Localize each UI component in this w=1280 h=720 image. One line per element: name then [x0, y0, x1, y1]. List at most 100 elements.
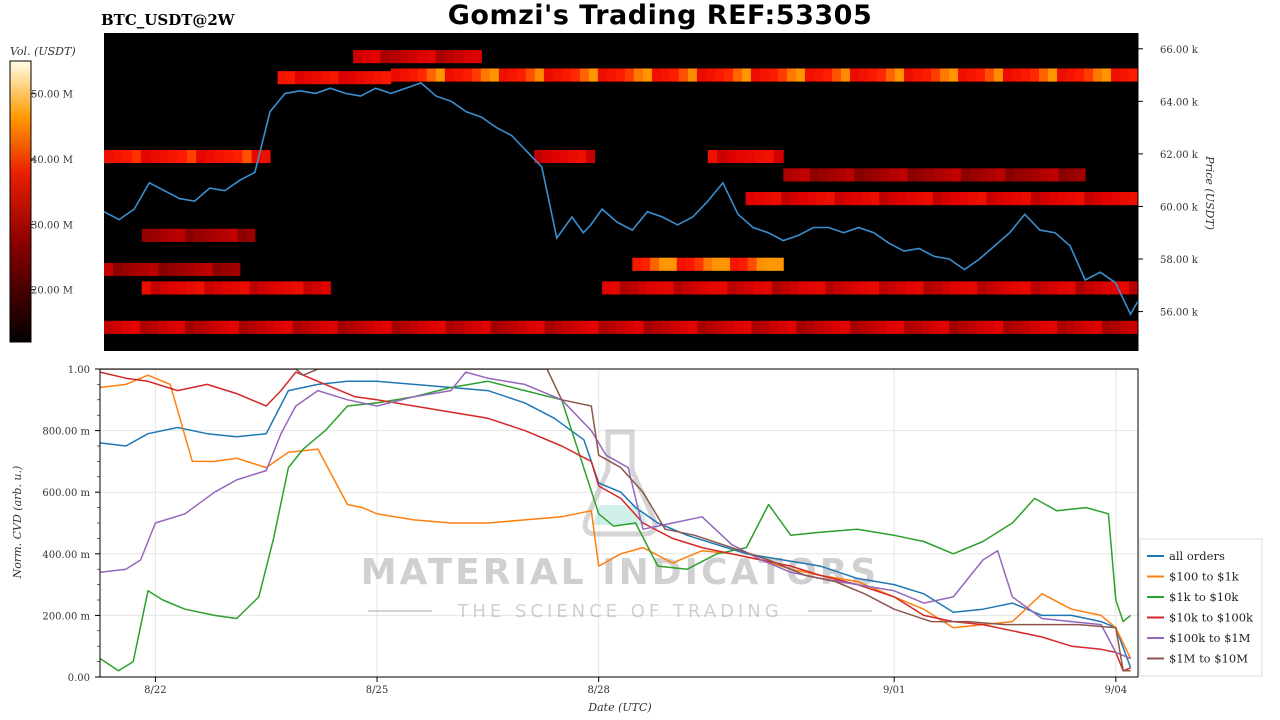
- heatmap-cell: [1076, 168, 1086, 182]
- heatmap-cell: [463, 50, 473, 64]
- heatmap-cell: [175, 320, 186, 334]
- heatmap-cell: [364, 320, 375, 334]
- heatmap-cell: [941, 281, 951, 295]
- heatmap-cell: [260, 149, 271, 164]
- heatmap-cell: [285, 281, 295, 295]
- heatmap-cell: [709, 281, 719, 295]
- heatmap-cell: [347, 71, 357, 85]
- heatmap-cell: [867, 68, 878, 82]
- heatmap-cell: [660, 68, 671, 82]
- heatmap-cell: [193, 228, 204, 242]
- heatmap-cell: [328, 320, 339, 334]
- heatmap-cell: [390, 68, 401, 82]
- heatmap-cell: [732, 68, 743, 82]
- heatmap-cell: [894, 68, 905, 82]
- heatmap-cell: [312, 281, 322, 295]
- heatmap-cell: [435, 50, 446, 64]
- series-line-0: [100, 380, 1132, 669]
- legend-label-5: $1M to $10M: [1169, 652, 1248, 666]
- heatmap-cell: [769, 320, 779, 334]
- heatmap-cell: [435, 68, 446, 82]
- heatmap-cell: [157, 320, 168, 334]
- heatmap-cell: [1084, 281, 1094, 295]
- heatmap-cell: [1039, 320, 1049, 334]
- heatmap-cell: [879, 192, 889, 206]
- heatmap-cell: [886, 320, 896, 334]
- colorbar-label: Vol. (USDT): [10, 45, 76, 58]
- heatmap-cell: [1075, 192, 1085, 206]
- heatmap-cell: [1014, 168, 1024, 182]
- heatmap-cell: [783, 168, 793, 182]
- heatmap-cell: [542, 149, 552, 164]
- heatmap-cell: [481, 320, 492, 334]
- heatmap-cell: [223, 149, 234, 164]
- heatmap-cell: [329, 71, 340, 85]
- heatmap-cell: [562, 320, 573, 334]
- heatmap-cell: [809, 168, 820, 182]
- heatmap-cell: [764, 149, 775, 164]
- heatmap-cell: [969, 168, 980, 182]
- heatmap-cell: [733, 320, 743, 334]
- y-tick-label: 400.00 m: [42, 550, 90, 561]
- heatmap-cell: [807, 192, 818, 206]
- heatmap-cell: [113, 262, 123, 277]
- heatmap-cell: [427, 320, 438, 334]
- heatmap-cell: [177, 149, 188, 164]
- heatmap-cell: [986, 281, 996, 295]
- heatmap-cell: [202, 320, 213, 334]
- heatmap-cell: [1004, 192, 1014, 206]
- heatmap-cell: [1030, 281, 1041, 295]
- x-tick-label: 8/28: [587, 685, 609, 696]
- heatmap-cell: [1038, 68, 1049, 82]
- series-line-4: [100, 371, 1131, 660]
- heatmap-cell: [786, 68, 797, 82]
- heatmap-cell: [906, 192, 916, 206]
- heatmap-cell: [685, 257, 695, 271]
- heatmap-cell: [727, 281, 737, 295]
- heatmap-cell: [930, 68, 941, 82]
- heatmap-cell: [577, 149, 587, 164]
- heatmap-cell: [140, 149, 151, 164]
- heatmap-cell: [1102, 320, 1112, 334]
- heatmap-cell: [861, 281, 871, 295]
- heatmap-cell: [233, 149, 243, 164]
- colorbar: [9, 60, 32, 343]
- heatmap-cell: [1011, 68, 1022, 82]
- heatmap-cell: [781, 192, 791, 206]
- heatmap-cell: [825, 192, 836, 206]
- heatmap-cell: [628, 281, 639, 295]
- heatmap-cell: [1057, 281, 1068, 295]
- heatmap-cell: [825, 281, 835, 295]
- heatmap-cell: [941, 192, 952, 206]
- heatmap-cell: [580, 320, 591, 334]
- legend-label-1: $100 to $1k: [1169, 570, 1240, 584]
- heatmap-cell: [267, 281, 278, 295]
- heatmap-cell: [251, 149, 262, 164]
- heatmap-cell: [417, 68, 428, 82]
- heatmap-cell: [256, 320, 267, 334]
- heatmap-cell: [816, 192, 827, 206]
- heatmap-cell: [1120, 320, 1130, 334]
- heatmap-cell: [1040, 168, 1051, 182]
- heatmap-cell: [966, 68, 977, 82]
- heatmap-cell: [852, 192, 862, 206]
- heatmap-cell: [943, 168, 953, 182]
- y-tick-label: 800.00 m: [42, 427, 90, 438]
- heatmap-cell: [1129, 281, 1138, 295]
- heatmap-cell: [1048, 281, 1059, 295]
- heatmap-cell: [463, 320, 474, 334]
- heatmap-cell: [560, 149, 570, 164]
- heatmap-cell: [426, 68, 437, 82]
- heatmap-cell: [958, 320, 968, 334]
- heatmap-cell: [922, 320, 932, 334]
- heatmap-cell: [211, 320, 222, 334]
- cvd-panel: MATERIAL INDICATORS THE SCIENCE OF TRADI…: [11, 365, 1139, 714]
- heatmap-cell: [230, 262, 241, 277]
- heatmap-cell: [700, 281, 710, 295]
- heatmap-cell: [568, 149, 578, 164]
- heatmap-cell: [872, 168, 882, 182]
- heatmap-cell: [822, 68, 833, 82]
- heatmap-cell: [753, 281, 764, 295]
- heatmap-cell: [205, 149, 216, 164]
